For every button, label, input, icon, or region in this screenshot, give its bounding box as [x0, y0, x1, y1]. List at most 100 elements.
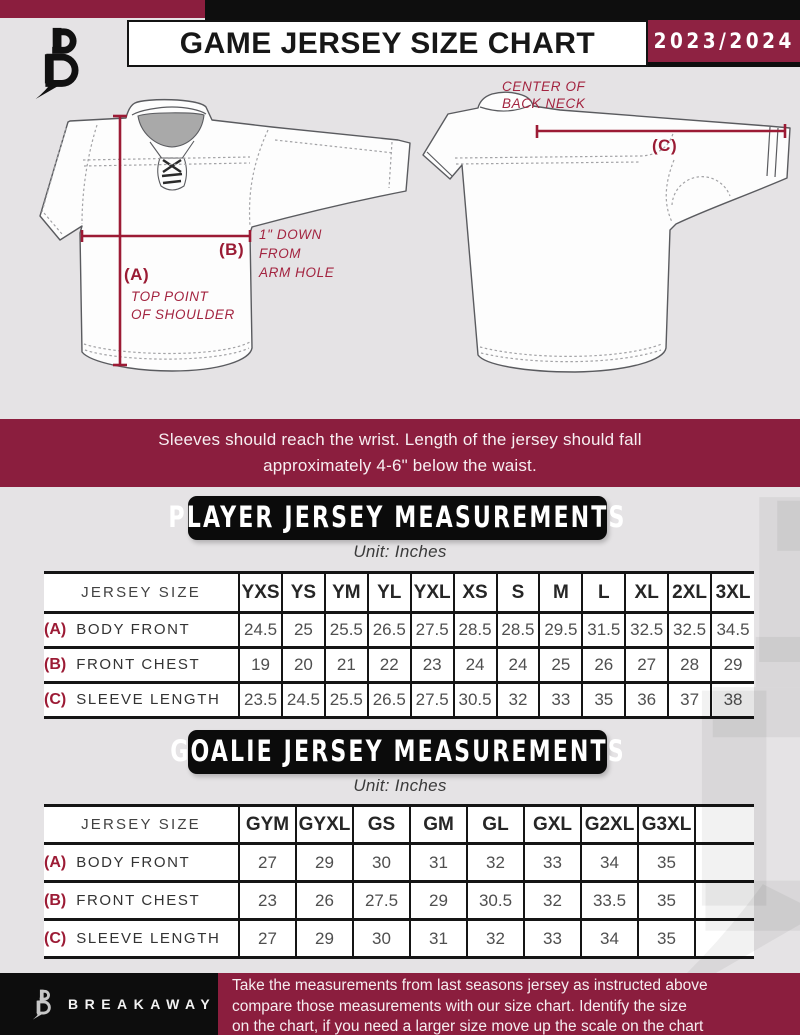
measurement-value: 34: [580, 842, 638, 882]
measurement-value: 29.5: [538, 611, 583, 648]
measurement-value: 26.5: [366, 681, 411, 718]
measurement-value: 32: [466, 918, 524, 958]
size-column-header: 3XL: [710, 571, 754, 613]
season-badge: 2023/2024: [648, 20, 800, 62]
measurement-key: (A): [44, 621, 67, 638]
measurement-value: 32.5: [667, 611, 712, 648]
measurement-name: FRONT CHEST: [76, 891, 201, 909]
jersey-size-corner-label: JERSEY SIZE: [44, 571, 240, 613]
fit-notice-line1: Sleeves should reach the wrist. Length o…: [158, 430, 642, 449]
player-unit-label: Unit: Inches: [353, 542, 447, 561]
collar-inner-fill: [137, 112, 205, 148]
size-column-header: YXL: [409, 571, 454, 613]
measurement-row: (A) BODY FRONT 24.5 25 25.5 26.5 27.5 28.5 28.5 2…: [44, 611, 754, 648]
measurement-value: 30.5: [466, 880, 524, 920]
back-seams: [454, 129, 731, 363]
measurement-value: 33: [523, 842, 581, 882]
blank-cell: [694, 918, 754, 958]
label-a: (A): [124, 265, 150, 284]
measurement-value: 24: [452, 646, 497, 683]
measurement-value: 34: [580, 918, 638, 958]
measurement-value: 38: [710, 681, 754, 718]
size-column-header: GYM: [238, 804, 296, 844]
page-title-box: GAME JERSEY SIZE CHART: [127, 20, 648, 67]
measurement-value: 27: [624, 646, 669, 683]
measurement-row-label: (C) SLEEVE LENGTH: [44, 918, 239, 958]
jersey-diagrams: CENTER OF BACK NECK (C) 1" DOWN FROM ARM…: [0, 67, 800, 419]
footer-line1: Take the measurements from last seasons …: [232, 977, 708, 994]
size-column-header: GS: [352, 804, 410, 844]
measurement-value: 31: [409, 918, 467, 958]
size-column-header: GYXL: [295, 804, 353, 844]
measurement-value: 36: [624, 681, 669, 718]
label-b: (B): [219, 240, 245, 259]
measurement-value: 30.5: [452, 681, 497, 718]
measurement-value: 27: [238, 918, 296, 958]
measurement-value: 32: [466, 842, 524, 882]
size-column-header: YL: [366, 571, 411, 613]
measurement-value: 37: [667, 681, 712, 718]
label-c: (C): [652, 136, 678, 155]
measurement-value: 32: [495, 681, 540, 718]
measurement-name: BODY FRONT: [76, 853, 191, 871]
measurement-row: (C) SLEEVE LENGTH 23.5 24.5 25.5 26.5 27.5 30.5…: [44, 681, 754, 718]
measurement-row-label: (B) FRONT CHEST: [44, 880, 239, 920]
measurement-row: (B) FRONT CHEST 19 20 21 22 23 24 24 25 26 27 28 29: [44, 646, 754, 683]
size-header-row: JERSEY SIZE GYM GYXL GS GM GL GXL G2XL G3XL: [44, 804, 754, 844]
measurement-value: 19: [238, 646, 282, 683]
size-column-header: M: [538, 571, 583, 613]
size-column-header: L: [581, 571, 626, 613]
measurement-value: 25.5: [323, 681, 368, 718]
measurement-key: (C): [44, 929, 67, 947]
brand-name: BREAKAWAY: [68, 996, 217, 1012]
back-cuff-lines: [426, 126, 779, 178]
measurement-row-label: (C) SLEEVE LENGTH: [44, 681, 240, 718]
arm-hole-caption: 1" DOWN FROM ARM HOLE: [259, 227, 335, 280]
measurement-row-label: (A) BODY FRONT: [44, 611, 240, 648]
breakaway-logo-icon: [28, 24, 92, 100]
measurement-value: 23: [409, 646, 454, 683]
size-column-header: YS: [280, 571, 325, 613]
measurement-value: 21: [323, 646, 368, 683]
top-maroon-band: [0, 0, 205, 18]
fit-notice-banner: Sleeves should reach the wrist. Length o…: [0, 419, 800, 487]
top-point-caption: TOP POINT OF SHOULDER: [131, 289, 235, 322]
measurement-key: (C): [44, 691, 67, 708]
center-back-neck-caption: CENTER OF BACK NECK: [502, 79, 586, 111]
size-column-header: XL: [624, 571, 669, 613]
size-column-header: G2XL: [580, 804, 638, 844]
measurement-key: (B): [44, 656, 67, 673]
measurement-name: BODY FRONT: [76, 621, 191, 638]
measurement-value: 20: [280, 646, 325, 683]
measurement-value: 30: [352, 842, 410, 882]
measurement-row: (C) SLEEVE LENGTH 27 29 30 31 32 33 34 35: [44, 918, 754, 958]
footer-line3: on the chart, if you need a larger size …: [232, 1018, 704, 1035]
size-column-header: XS: [452, 571, 497, 613]
measurement-value: 33.5: [580, 880, 638, 920]
size-column-header: 2XL: [667, 571, 712, 613]
blank-column-header: [694, 804, 754, 844]
measurement-value: 32: [523, 880, 581, 920]
measurement-value: 29: [409, 880, 467, 920]
size-column-header: S: [495, 571, 540, 613]
measurement-value: 26.5: [366, 611, 411, 648]
measurement-row: (B) FRONT CHEST 23 26 27.5 29 30.5 32 33.5 35: [44, 880, 754, 920]
measurement-row-label: (A) BODY FRONT: [44, 842, 239, 882]
measurement-value: 23: [238, 880, 296, 920]
footer: BREAKAWAY Take the measurements from las…: [0, 973, 800, 1035]
blank-cell: [694, 842, 754, 882]
goalie-unit-label: Unit: Inches: [353, 776, 447, 795]
size-column-header: GXL: [523, 804, 581, 844]
measurement-value: 29: [295, 842, 353, 882]
footer-brand-block: BREAKAWAY: [0, 973, 218, 1035]
measurement-value: 30: [352, 918, 410, 958]
measurement-value: 25.5: [323, 611, 368, 648]
measurement-value: 31.5: [581, 611, 626, 648]
measurement-name: SLEEVE LENGTH: [76, 691, 221, 708]
size-header-row: JERSEY SIZE YXS YS YM YL YXL XS S M L XL 2XL 3XL: [44, 571, 754, 613]
measurement-row: (A) BODY FRONT 27 29 30 31 32 33 34 35: [44, 842, 754, 882]
measurement-row-label: (B) FRONT CHEST: [44, 646, 240, 683]
size-column-header: G3XL: [637, 804, 695, 844]
size-column-header: GL: [466, 804, 524, 844]
measurement-key: (A): [44, 853, 67, 871]
